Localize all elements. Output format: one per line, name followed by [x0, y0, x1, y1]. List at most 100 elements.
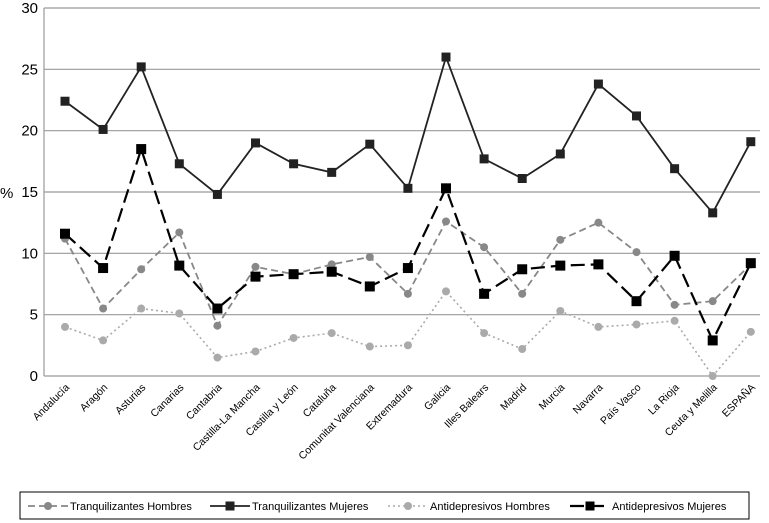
data-point — [708, 372, 717, 380]
data-point — [98, 124, 108, 134]
data-point — [518, 289, 527, 298]
series-tranquilizantes-mujeres — [60, 52, 756, 218]
data-point — [480, 243, 489, 252]
data-point — [518, 345, 527, 354]
data-point — [593, 79, 603, 89]
x-tick-label: Navarra — [571, 382, 606, 417]
series-tranquilizantes-hombres — [61, 217, 755, 330]
legend-swatch-marker — [585, 501, 595, 511]
y-tick-label: 25 — [21, 61, 38, 78]
data-point — [99, 336, 108, 345]
data-point — [746, 137, 756, 147]
legend-label: Antidepresivos Hombres — [430, 501, 550, 513]
data-point — [555, 260, 566, 271]
x-tick-label: Castilla-La Mancha — [191, 382, 263, 454]
data-point — [61, 322, 69, 331]
data-point — [137, 304, 146, 313]
data-point — [593, 259, 604, 270]
data-point — [136, 62, 146, 72]
x-tick-label: ESPAÑA — [719, 381, 758, 420]
data-point — [708, 297, 717, 306]
legend: Tranquilizantes Hombres Tranquilizantes M… — [19, 491, 750, 520]
data-point — [365, 253, 374, 262]
data-point — [327, 167, 337, 177]
data-point — [251, 347, 260, 356]
data-point — [250, 271, 261, 282]
x-tick-label: La Rioja — [646, 382, 682, 418]
series-antidepresivos-hombres — [61, 287, 755, 380]
data-point — [364, 281, 375, 292]
data-point — [517, 264, 528, 275]
data-point — [632, 320, 641, 329]
data-point — [213, 321, 222, 330]
data-point — [441, 183, 451, 194]
legend-swatch-marker — [404, 502, 412, 510]
data-point — [326, 266, 337, 277]
y-tick-label: 0 — [30, 368, 38, 385]
data-point — [60, 96, 70, 106]
data-point — [403, 341, 412, 350]
data-point — [212, 303, 223, 314]
data-point — [327, 260, 336, 269]
data-point — [441, 52, 451, 62]
data-point — [479, 288, 490, 299]
data-point — [99, 304, 108, 313]
y-tick-label: 20 — [21, 123, 38, 140]
legend-item: Antidepresivos Mujeres — [570, 501, 727, 513]
data-point — [442, 217, 450, 226]
y-axis: 0 5 10 15 20 25 30 — [21, 0, 45, 385]
y-tick-label: 10 — [21, 245, 38, 262]
legend-swatch-marker — [44, 502, 52, 510]
legend-swatch-marker — [225, 501, 235, 511]
y-tick-label: 15 — [21, 184, 38, 201]
legend-box — [19, 491, 750, 520]
data-point — [632, 111, 641, 121]
data-point — [136, 144, 147, 155]
series-line — [64, 290, 752, 378]
data-point — [174, 159, 184, 169]
x-tick-label: Canarias — [148, 382, 186, 420]
data-point — [289, 159, 299, 169]
data-point — [594, 322, 603, 331]
data-point — [288, 269, 299, 280]
data-point — [480, 329, 489, 338]
data-point — [251, 138, 260, 148]
legend-item: Tranquilizantes Mujeres — [210, 501, 369, 513]
data-point — [175, 309, 184, 318]
data-point — [746, 327, 755, 336]
data-point — [670, 316, 679, 325]
x-tick-label: País Vasco — [598, 382, 644, 428]
data-point — [669, 250, 680, 261]
data-point — [289, 333, 298, 342]
data-point — [670, 164, 680, 174]
x-axis: Andalucía Aragón Asturias CanariasCantabria… — [31, 381, 758, 462]
legend-item: Tranquilizantes Hombres — [28, 501, 192, 513]
data-point — [670, 300, 679, 309]
x-tick-label: Cataluña — [301, 382, 339, 420]
data-point — [365, 139, 375, 149]
data-point — [175, 228, 184, 237]
x-tick-label: Aragón — [78, 382, 111, 415]
data-point — [556, 235, 565, 244]
legend-label: Tranquilizantes Hombres — [70, 501, 192, 513]
legend-item: Antidepresivos Hombres — [388, 501, 550, 513]
data-point — [555, 149, 565, 159]
data-point — [707, 335, 718, 346]
data-point — [479, 154, 489, 164]
y-tick-label: 5 — [30, 307, 38, 324]
series-antidepresivos-mujeres — [60, 144, 756, 346]
data-point — [60, 228, 70, 239]
data-point — [594, 218, 603, 227]
data-point — [365, 342, 374, 351]
legend-label: Antidepresivos Mujeres — [612, 501, 727, 513]
x-tick-label: Madrid — [498, 382, 529, 413]
data-point — [251, 262, 260, 271]
series-group — [60, 52, 756, 380]
data-point — [213, 353, 222, 362]
data-point — [98, 263, 109, 274]
data-point — [212, 189, 222, 199]
data-point — [708, 208, 718, 218]
data-point — [403, 183, 413, 193]
x-tick-label: Galicia — [422, 382, 453, 413]
